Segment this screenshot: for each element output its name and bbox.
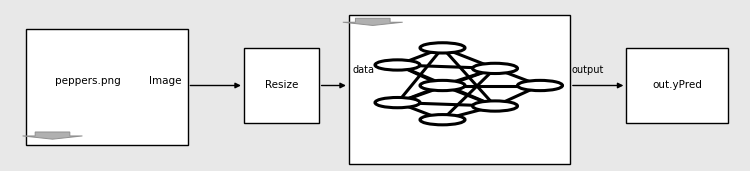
Text: Resize: Resize xyxy=(265,81,298,90)
Text: data: data xyxy=(352,65,374,75)
Circle shape xyxy=(375,97,420,108)
Circle shape xyxy=(472,101,518,111)
Text: out.yPred: out.yPred xyxy=(652,81,702,90)
Circle shape xyxy=(420,115,465,125)
Text: Image: Image xyxy=(149,76,182,86)
Circle shape xyxy=(518,80,562,91)
Text: peppers.png: peppers.png xyxy=(55,76,121,86)
Circle shape xyxy=(420,43,465,53)
Bar xyxy=(244,48,319,123)
Text: output: output xyxy=(572,65,604,75)
Bar xyxy=(626,48,728,123)
Bar xyxy=(26,29,188,145)
Circle shape xyxy=(420,80,465,91)
Bar xyxy=(349,15,570,164)
Polygon shape xyxy=(343,18,403,25)
Polygon shape xyxy=(22,132,82,139)
Circle shape xyxy=(375,60,420,70)
Circle shape xyxy=(472,63,518,74)
